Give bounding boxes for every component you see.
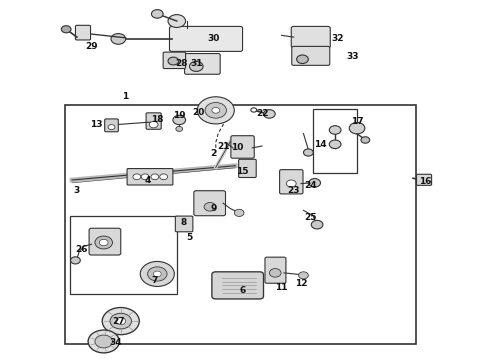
Circle shape <box>133 174 141 180</box>
Circle shape <box>190 62 203 71</box>
Bar <box>70 216 177 294</box>
Text: 25: 25 <box>304 213 317 222</box>
Circle shape <box>99 239 108 246</box>
Text: 2: 2 <box>210 149 217 158</box>
Circle shape <box>61 26 71 33</box>
Circle shape <box>88 330 119 353</box>
Text: 17: 17 <box>351 117 364 126</box>
Text: 34: 34 <box>110 338 122 347</box>
Circle shape <box>205 103 226 118</box>
Circle shape <box>176 126 183 131</box>
Circle shape <box>309 179 320 187</box>
Text: 20: 20 <box>193 108 205 117</box>
Circle shape <box>251 108 257 112</box>
Text: 4: 4 <box>145 176 151 185</box>
Text: 26: 26 <box>75 245 88 254</box>
Text: 33: 33 <box>346 52 359 61</box>
Circle shape <box>349 122 365 134</box>
Text: 8: 8 <box>181 219 187 228</box>
Circle shape <box>298 272 308 279</box>
FancyBboxPatch shape <box>292 46 330 65</box>
Circle shape <box>149 121 158 128</box>
Circle shape <box>204 203 216 211</box>
FancyBboxPatch shape <box>194 191 225 216</box>
Circle shape <box>102 307 139 335</box>
Circle shape <box>168 15 186 27</box>
Circle shape <box>110 313 131 329</box>
Text: 32: 32 <box>331 35 344 44</box>
Circle shape <box>153 271 161 277</box>
Text: 28: 28 <box>175 59 188 68</box>
FancyBboxPatch shape <box>239 159 256 177</box>
Text: 22: 22 <box>256 109 269 118</box>
FancyBboxPatch shape <box>185 54 220 74</box>
FancyBboxPatch shape <box>280 170 303 194</box>
Circle shape <box>168 57 179 65</box>
Text: 7: 7 <box>152 275 158 284</box>
FancyBboxPatch shape <box>291 26 330 48</box>
FancyBboxPatch shape <box>170 26 243 51</box>
Text: 3: 3 <box>74 186 80 195</box>
Text: 19: 19 <box>173 111 186 120</box>
Circle shape <box>95 335 113 348</box>
Circle shape <box>303 149 313 156</box>
Text: 18: 18 <box>151 115 164 124</box>
Circle shape <box>141 174 149 180</box>
Text: 24: 24 <box>304 181 317 190</box>
FancyBboxPatch shape <box>146 113 161 129</box>
Circle shape <box>197 97 234 124</box>
Circle shape <box>173 115 186 125</box>
Text: 10: 10 <box>231 143 244 152</box>
Text: 9: 9 <box>210 204 217 213</box>
Text: 15: 15 <box>236 167 249 176</box>
Circle shape <box>111 33 125 44</box>
Text: 23: 23 <box>288 186 300 195</box>
Text: 21: 21 <box>217 141 229 150</box>
Circle shape <box>160 174 168 180</box>
Circle shape <box>140 261 174 287</box>
FancyBboxPatch shape <box>231 136 254 158</box>
FancyBboxPatch shape <box>127 168 173 185</box>
Circle shape <box>116 318 125 325</box>
FancyBboxPatch shape <box>65 105 416 344</box>
Text: 6: 6 <box>240 286 245 295</box>
FancyBboxPatch shape <box>416 174 432 185</box>
Circle shape <box>147 267 167 281</box>
FancyBboxPatch shape <box>105 119 118 132</box>
Text: 31: 31 <box>190 59 202 68</box>
FancyBboxPatch shape <box>163 52 186 68</box>
Circle shape <box>234 209 244 216</box>
Text: 5: 5 <box>186 233 192 242</box>
Circle shape <box>311 220 323 229</box>
Circle shape <box>108 125 115 130</box>
Text: 13: 13 <box>90 120 102 129</box>
Circle shape <box>95 236 113 249</box>
Circle shape <box>361 137 370 143</box>
Circle shape <box>71 257 80 264</box>
FancyBboxPatch shape <box>75 25 91 40</box>
Circle shape <box>264 110 275 118</box>
Text: 16: 16 <box>419 177 432 186</box>
Text: 14: 14 <box>314 140 327 149</box>
Text: 27: 27 <box>112 316 124 325</box>
Circle shape <box>212 108 220 113</box>
Circle shape <box>287 180 296 187</box>
Circle shape <box>151 174 159 180</box>
Text: 29: 29 <box>85 41 98 50</box>
Text: 1: 1 <box>122 91 129 100</box>
Text: 30: 30 <box>207 35 220 44</box>
Text: 12: 12 <box>295 279 307 288</box>
Bar <box>313 109 357 173</box>
Circle shape <box>151 10 163 18</box>
FancyBboxPatch shape <box>175 216 193 232</box>
Text: 11: 11 <box>275 283 288 292</box>
Circle shape <box>329 140 341 149</box>
Circle shape <box>329 126 341 134</box>
Circle shape <box>270 269 281 277</box>
FancyBboxPatch shape <box>212 272 264 299</box>
FancyBboxPatch shape <box>265 257 286 283</box>
Circle shape <box>296 55 308 64</box>
FancyBboxPatch shape <box>89 228 121 255</box>
